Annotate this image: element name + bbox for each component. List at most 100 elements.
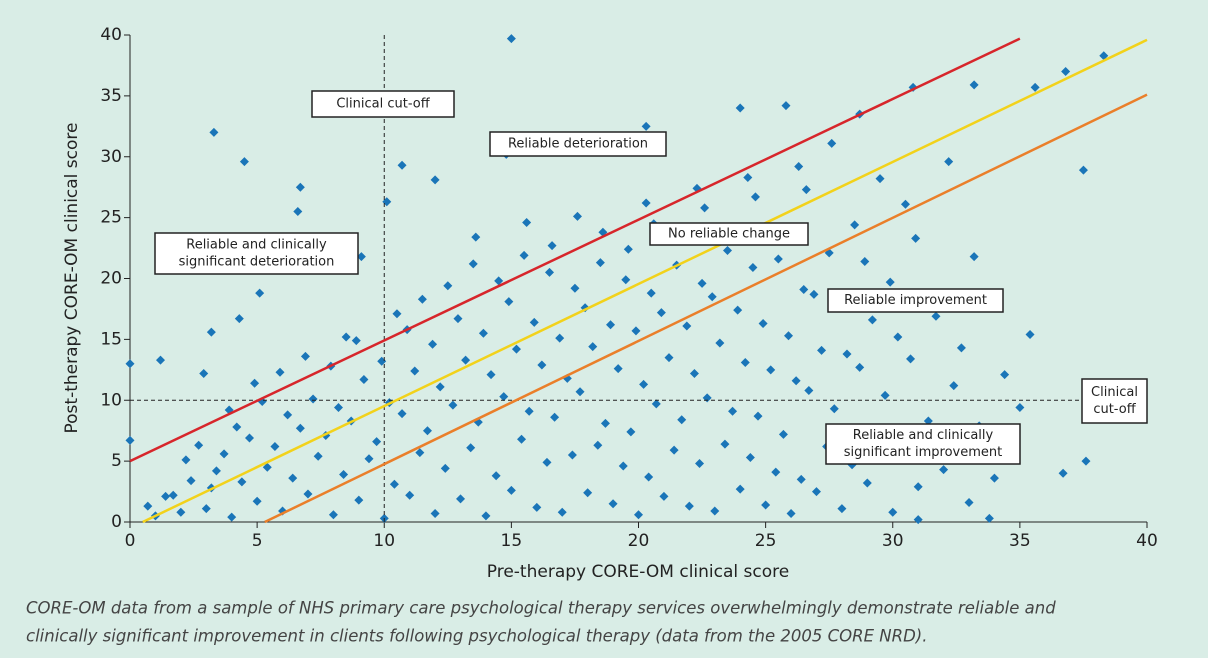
point xyxy=(364,454,374,464)
point xyxy=(758,319,768,329)
point xyxy=(201,504,211,514)
point xyxy=(733,305,743,315)
point xyxy=(743,172,753,182)
point xyxy=(288,473,298,483)
point xyxy=(211,466,221,476)
x-tick-label: 10 xyxy=(373,531,395,551)
point xyxy=(468,259,478,269)
point xyxy=(689,368,699,378)
point xyxy=(430,508,440,518)
point xyxy=(255,288,265,298)
point xyxy=(295,182,305,192)
point xyxy=(735,484,745,494)
point xyxy=(244,433,254,443)
x-tick-label: 35 xyxy=(1009,531,1031,551)
reference-line xyxy=(142,38,1148,524)
point xyxy=(913,515,923,525)
point xyxy=(341,332,351,342)
point xyxy=(771,467,781,477)
point xyxy=(651,399,661,409)
point xyxy=(613,364,623,374)
point xyxy=(1081,456,1091,466)
point xyxy=(695,459,705,469)
point xyxy=(804,386,814,396)
point xyxy=(456,494,466,504)
annotation-box xyxy=(1081,378,1148,424)
point xyxy=(641,121,651,131)
point xyxy=(1061,67,1071,77)
point xyxy=(634,510,643,520)
y-tick-label: 30 xyxy=(100,147,122,167)
point xyxy=(209,127,219,137)
point xyxy=(1000,370,1010,380)
x-tick-label: 20 xyxy=(628,531,650,551)
point xyxy=(430,175,440,185)
point xyxy=(740,358,750,368)
point xyxy=(893,332,903,342)
point xyxy=(303,489,313,499)
reference-line xyxy=(264,93,1148,524)
point xyxy=(900,199,910,209)
point xyxy=(1078,165,1088,175)
point xyxy=(494,276,504,286)
point xyxy=(545,267,555,277)
point xyxy=(125,359,135,369)
point xyxy=(313,451,323,461)
point xyxy=(588,342,598,352)
point xyxy=(600,418,610,428)
point xyxy=(232,422,242,432)
point xyxy=(791,376,801,386)
point xyxy=(234,314,244,324)
point xyxy=(700,203,710,213)
point xyxy=(710,506,720,516)
point xyxy=(684,501,694,511)
x-tick-label: 30 xyxy=(882,531,904,551)
point xyxy=(850,220,860,230)
point xyxy=(664,353,674,363)
point xyxy=(448,400,458,410)
point xyxy=(219,449,229,459)
point xyxy=(606,320,616,330)
point xyxy=(542,457,552,467)
point xyxy=(392,309,402,319)
y-tick-label: 0 xyxy=(111,512,122,532)
point xyxy=(623,244,633,254)
point xyxy=(618,461,628,471)
point xyxy=(781,101,791,111)
point xyxy=(735,103,745,113)
point xyxy=(855,362,865,372)
point xyxy=(237,477,247,487)
point xyxy=(885,277,895,287)
point xyxy=(181,455,191,465)
point xyxy=(641,198,651,208)
point xyxy=(555,333,565,343)
point xyxy=(572,211,582,221)
point xyxy=(239,157,249,167)
point xyxy=(626,427,636,437)
point xyxy=(125,435,135,445)
point xyxy=(801,185,811,195)
point xyxy=(956,343,966,353)
caption: CORE-OM data from a sample of NHS primar… xyxy=(26,599,1056,618)
annotation: significant improvement xyxy=(844,445,1003,460)
point xyxy=(567,450,577,460)
point xyxy=(453,314,463,324)
point xyxy=(593,440,603,450)
point xyxy=(656,308,666,318)
point xyxy=(913,482,923,492)
point xyxy=(522,217,532,227)
point xyxy=(809,289,819,299)
point xyxy=(529,317,539,327)
point xyxy=(860,256,870,266)
point xyxy=(778,429,788,439)
point xyxy=(532,502,542,512)
point xyxy=(524,406,534,416)
point xyxy=(295,423,305,433)
point xyxy=(519,250,529,260)
point xyxy=(156,355,166,365)
point xyxy=(405,490,415,500)
annotation: cut-off xyxy=(1093,402,1136,417)
point xyxy=(143,501,153,511)
